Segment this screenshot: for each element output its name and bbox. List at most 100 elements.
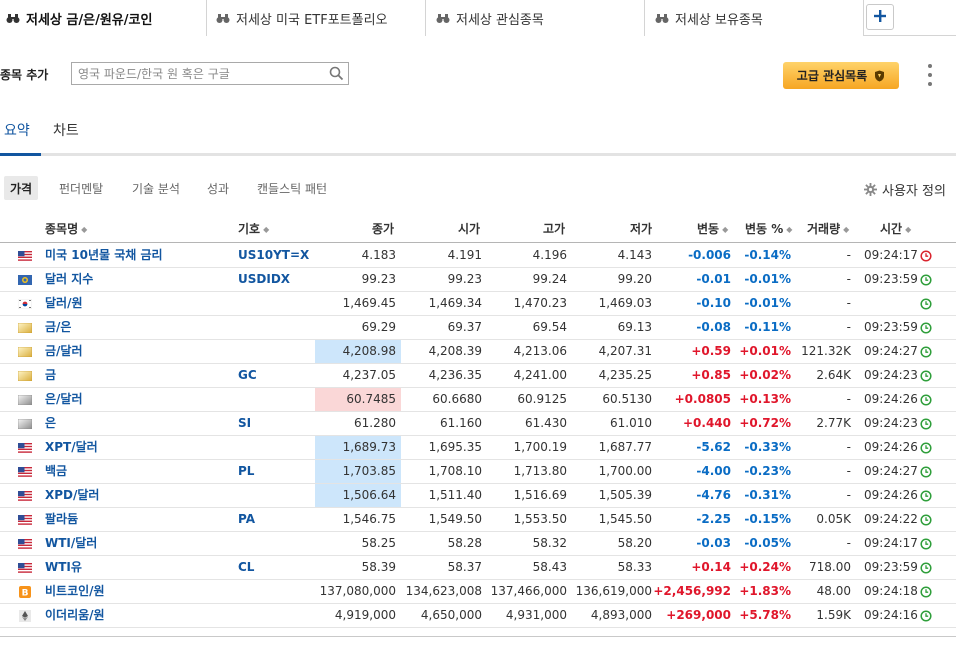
high-value: 137,466,000 — [490, 584, 567, 598]
symbol-code-link[interactable]: CL — [238, 560, 255, 574]
table-row[interactable]: 금/은 69.29 69.37 69.54 69.13 -0.08 -0.11% -09:23… — [0, 316, 956, 340]
symbol-code-link[interactable]: PA — [238, 512, 255, 526]
subtab-price[interactable]: 가격 — [4, 176, 38, 200]
column-time[interactable]: 시간 ◆ — [880, 222, 912, 236]
high-value: 69.54 — [532, 320, 567, 334]
symbol-name-link[interactable]: WTI/달러 — [45, 536, 98, 550]
subtab-technical[interactable]: 기술 분석 — [132, 182, 180, 196]
low-value: 4,207.31 — [598, 344, 652, 358]
view-summary[interactable]: 요약 — [4, 123, 30, 139]
table-row[interactable]: 미국 10년물 국채 금리 US10YT=X 4.183 4.191 4.196 4.14… — [0, 244, 956, 268]
more-options-icon[interactable] — [925, 64, 935, 86]
high-value: 4,213.06 — [513, 344, 567, 358]
volume-value: 2.64K — [816, 368, 851, 382]
symbol-code-link[interactable]: PL — [238, 464, 255, 478]
symbol-name-link[interactable]: 미국 10년물 국채 금리 — [45, 248, 163, 262]
open-value: 4,208.39 — [428, 344, 482, 358]
symbol-code-link[interactable]: SI — [238, 416, 252, 430]
column-name[interactable]: 종목명 ◆ — [45, 222, 88, 236]
open-value: 4,236.35 — [428, 368, 482, 382]
view-tabs: 요약 차트 — [0, 112, 956, 156]
view-chart[interactable]: 차트 — [53, 123, 79, 139]
table-row[interactable]: 은/달러 60.7485 60.6680 60.9125 60.5130 +0.0805 +… — [0, 388, 956, 412]
volume-value: - — [846, 248, 851, 262]
subtab-candlestick[interactable]: 캔들스틱 패턴 — [257, 182, 328, 196]
symbol-code-link[interactable]: GC — [238, 368, 257, 382]
close-value: 4,237.05 — [342, 368, 396, 382]
table-header: 종목명 ◆ 기호 ◆ 종가 시가 고가 저가 변동 ◆ 변동 % ◆ 거래량 ◆ 시간 ◆ — [0, 214, 956, 243]
table-row[interactable]: 달러/원 1,469.45 1,469.34 1,470.23 1,469.03 -0.1… — [0, 292, 956, 316]
symbol-name-link[interactable]: 비트코인/원 — [45, 584, 105, 598]
column-change[interactable]: 변동 ◆ — [697, 222, 729, 236]
table-row[interactable]: B 비트코인/원 137,080,000 134,623,008 137,466,000… — [0, 580, 956, 604]
time-value: 09:24:22 — [864, 512, 918, 526]
column-high[interactable]: 고가 — [543, 222, 566, 236]
add-tab-button[interactable] — [866, 4, 894, 30]
table-row[interactable]: WTI유 CL 58.39 58.37 58.43 58.33 +0.14 +0.24% 718… — [0, 556, 956, 580]
symbol-name-link[interactable]: WTI유 — [45, 560, 82, 574]
table-row[interactable]: XPD/달러 1,506.64 1,511.40 1,516.69 1,505.39 -4… — [0, 484, 956, 508]
open-value: 134,623,008 — [405, 584, 482, 598]
sub-tabs: 가격 펀더멘탈 기술 분석 성과 캔들스틱 패턴 사용자 정의 — [0, 176, 956, 202]
volume-value: - — [846, 320, 851, 334]
close-value: 137,080,000 — [319, 584, 396, 598]
table-row[interactable]: 백금 PL 1,703.85 1,708.10 1,713.80 1,700.00 -4.0… — [0, 460, 956, 484]
table-row[interactable]: 은 SI 61.280 61.160 61.430 61.010 +0.440 +0.72% 2… — [0, 412, 956, 436]
time-value: 09:24:26 — [864, 488, 918, 502]
tab-gold-silver-oil-coin[interactable]: 저세상 금/은/원유/코인 — [0, 0, 207, 36]
time-value: 09:24:23 — [864, 416, 918, 430]
gear-icon — [864, 183, 877, 196]
column-low[interactable]: 저가 — [630, 222, 653, 236]
symbol-name-link[interactable]: XPD/달러 — [45, 488, 100, 502]
table-row[interactable]: WTI/달러 58.25 58.28 58.32 58.20 -0.03 -0.05% -09… — [0, 532, 956, 556]
symbol-name-link[interactable]: 은/달러 — [45, 392, 83, 406]
search-icon[interactable] — [329, 66, 344, 84]
symbol-search — [71, 62, 349, 85]
column-open[interactable]: 시가 — [458, 222, 481, 236]
column-symbol[interactable]: 기호 ◆ — [238, 222, 270, 236]
premium-watchlist-button[interactable]: 고급 관심목록 — [783, 62, 899, 89]
symbol-code-link[interactable]: US10YT=X — [238, 248, 310, 262]
symbol-name-link[interactable]: 달러 지수 — [45, 272, 94, 286]
symbol-name-link[interactable]: 팔라듐 — [45, 512, 79, 526]
us-flag-icon — [18, 466, 32, 477]
table-row[interactable]: 금/달러 4,208.98 4,208.39 4,213.06 4,207.31 +0.5… — [0, 340, 956, 364]
subtab-fundamental[interactable]: 펀더멘탈 — [59, 182, 104, 196]
tab-holdings[interactable]: 저세상 보유종목 — [645, 0, 864, 36]
table-row[interactable]: 달러 지수 USDIDX 99.23 99.23 99.24 99.20 -0.01 -0.0… — [0, 268, 956, 292]
symbol-code-link[interactable]: USDIDX — [238, 272, 291, 286]
symbol-name-link[interactable]: 금/은 — [45, 320, 72, 334]
table-row[interactable]: XPT/달러 1,689.73 1,695.35 1,700.19 1,687.77 -5… — [0, 436, 956, 460]
tab-watchlist[interactable]: 저세상 관심종목 — [426, 0, 645, 36]
market-open-clock-icon — [920, 514, 932, 529]
open-value: 58.37 — [447, 560, 482, 574]
close-value: 58.39 — [361, 560, 396, 574]
column-change-pct[interactable]: 변동 % ◆ — [745, 222, 793, 236]
symbol-name-link[interactable]: 달러/원 — [45, 296, 83, 310]
time-value: 09:24:16 — [864, 608, 918, 622]
symbol-name-link[interactable]: 은 — [45, 416, 57, 430]
symbol-name-link[interactable]: 이더리움/원 — [45, 608, 105, 622]
customize-button[interactable]: 사용자 정의 — [864, 180, 946, 199]
change-pct-value: +5.78% — [739, 608, 791, 622]
column-close[interactable]: 종가 — [372, 222, 395, 236]
symbol-name-link[interactable]: XPT/달러 — [45, 440, 98, 454]
column-volume[interactable]: 거래량 ◆ — [807, 222, 850, 236]
btc-flag-icon: B — [18, 586, 32, 599]
symbol-search-input[interactable] — [72, 63, 322, 84]
market-open-clock-icon — [920, 274, 932, 289]
table-row[interactable]: 팔라듐 PA 1,546.75 1,549.50 1,553.50 1,545.50 -2.… — [0, 508, 956, 532]
time-value: 09:23:59 — [864, 560, 918, 574]
symbol-name-link[interactable]: 백금 — [45, 464, 68, 478]
us-flag-icon — [18, 538, 32, 549]
low-value: 58.33 — [617, 560, 652, 574]
subtab-performance[interactable]: 성과 — [207, 182, 230, 196]
table-row[interactable]: 이더리움/원 4,919,000 4,650,000 4,931,000 4,893,0… — [0, 604, 956, 628]
dx-flag-icon — [18, 274, 32, 285]
tab-us-etf-portfolio[interactable]: 저세상 미국 ETF포트폴리오 — [207, 0, 426, 36]
table-row[interactable]: 금 GC 4,237.05 4,236.35 4,241.00 4,235.25 +0.85… — [0, 364, 956, 388]
symbol-name-link[interactable]: 금/달러 — [45, 344, 83, 358]
volume-value: 718.00 — [809, 560, 851, 574]
change-value: +0.85 — [691, 368, 731, 382]
symbol-name-link[interactable]: 금 — [45, 368, 57, 382]
